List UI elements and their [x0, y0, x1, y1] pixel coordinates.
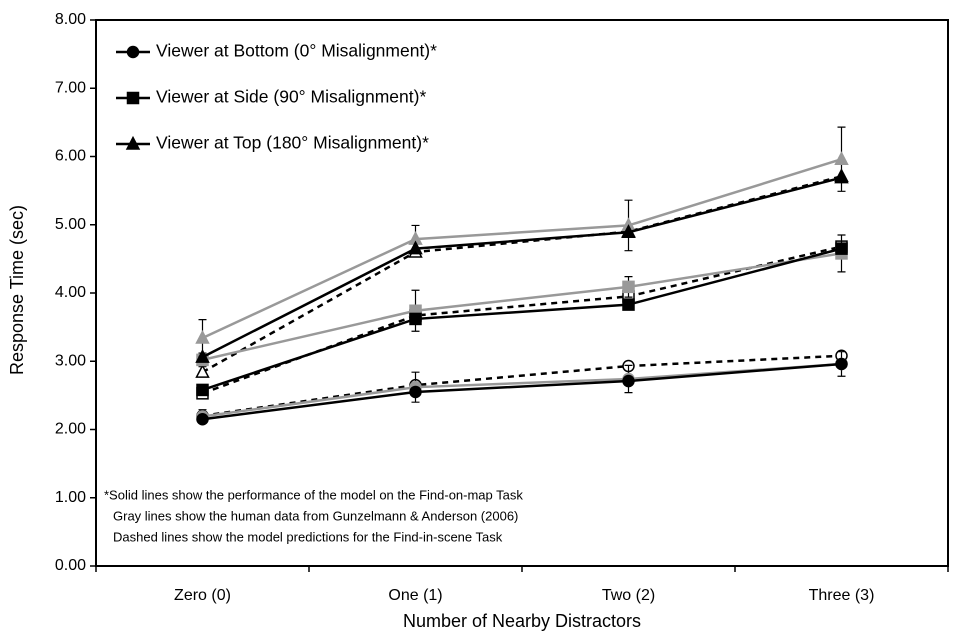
series-line: [201, 158, 842, 340]
legend-label: Viewer at Top (180° Misalignment)*: [156, 133, 429, 153]
x-tick-label: Zero (0): [174, 587, 231, 604]
marker: [196, 383, 209, 397]
marker: [835, 242, 848, 255]
note: Gray lines show the human data from Gunz…: [113, 508, 518, 523]
series-line: [202, 247, 842, 392]
marker: [834, 169, 849, 184]
marker: [408, 240, 423, 255]
legend-label: Viewer at Bottom (0° Misalignment)*: [156, 41, 437, 61]
marker: [126, 91, 140, 105]
series-line: [202, 362, 842, 421]
marker: [835, 357, 848, 371]
y-axis-label: Response Time (sec): [7, 205, 27, 375]
series-line: [201, 176, 842, 359]
y-tick-label: 0.00: [55, 557, 86, 574]
series: [195, 126, 849, 358]
marker: [126, 45, 140, 59]
legend-label: Viewer at Side (90° Misalignment)*: [156, 87, 426, 107]
marker: [125, 135, 141, 150]
y-tick-label: 7.00: [55, 79, 86, 96]
marker: [622, 374, 635, 388]
y-tick-label: 5.00: [55, 216, 86, 233]
series-line: [201, 175, 842, 374]
marker: [622, 280, 635, 294]
series-line: [202, 354, 842, 418]
marker: [409, 312, 422, 326]
marker: [195, 349, 210, 363]
series-line: [202, 252, 842, 362]
x-tick-label: Two (2): [602, 587, 655, 604]
series: [195, 169, 849, 363]
note: *Solid lines show the performance of the…: [104, 487, 523, 502]
marker: [195, 364, 210, 378]
x-axis-label: Number of Nearby Distractors: [403, 611, 641, 631]
y-tick-label: 1.00: [55, 489, 86, 506]
y-tick-label: 6.00: [55, 148, 86, 165]
series: [196, 242, 848, 397]
marker: [621, 224, 636, 239]
marker: [834, 151, 849, 165]
x-tick-label: One (1): [388, 587, 442, 604]
y-tick-label: 3.00: [55, 352, 86, 369]
marker: [622, 298, 635, 311]
marker: [196, 413, 209, 426]
y-tick-label: 8.00: [55, 11, 86, 28]
series: [196, 357, 848, 426]
y-tick-label: 2.00: [55, 421, 86, 438]
marker: [409, 385, 422, 399]
marker: [195, 329, 210, 344]
note: Dashed lines show the model predictions …: [113, 529, 503, 544]
y-tick-label: 4.00: [55, 284, 86, 301]
x-tick-label: Three (3): [809, 587, 875, 604]
series: [196, 234, 848, 368]
